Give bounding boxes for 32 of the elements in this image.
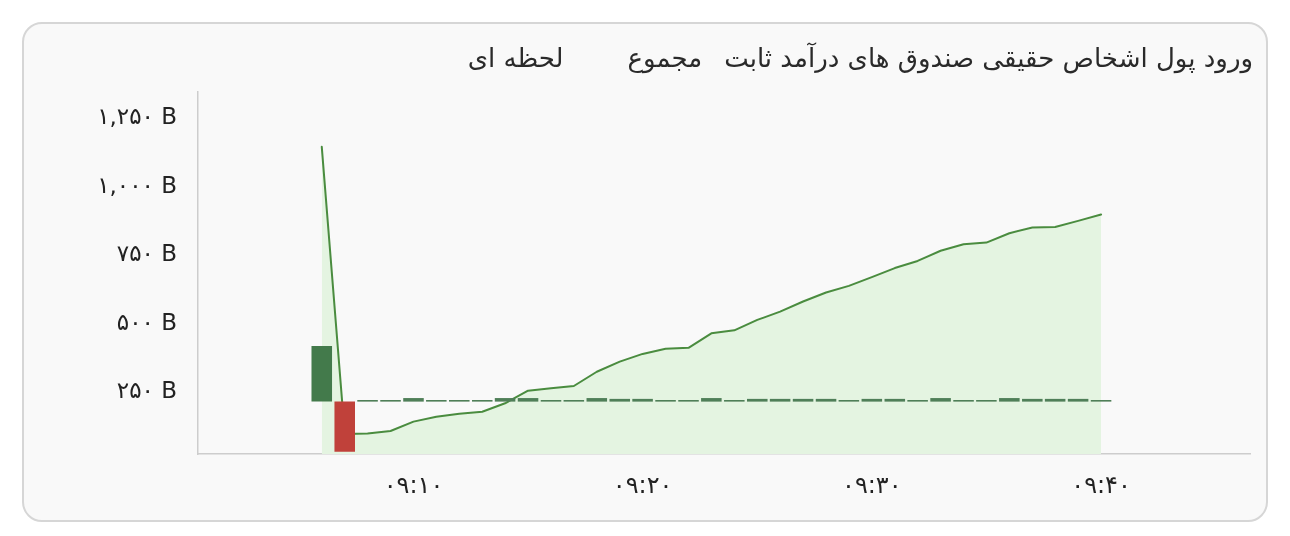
bar — [517, 398, 539, 402]
y-tick-label: ۲۵۰ B — [116, 377, 177, 404]
text: مجموع — [627, 42, 703, 74]
y-tick-label: ۵۰۰ B — [116, 308, 177, 335]
bar — [1067, 398, 1089, 402]
bar — [701, 398, 722, 402]
bar — [999, 398, 1020, 402]
y-tick-label: ۷۵۰ B — [116, 240, 177, 267]
y-tick-label: ۱,۲۵۰ B — [97, 103, 177, 130]
x-tick-label: ۰۹:۲۰ — [612, 470, 673, 499]
bar — [311, 345, 333, 402]
y-tick-label: ۱,۰۰۰ B — [97, 171, 177, 198]
text: لحظه ای — [467, 42, 564, 74]
bar — [1022, 398, 1043, 402]
bar — [747, 398, 768, 402]
bar — [769, 398, 791, 402]
bar — [334, 401, 355, 452]
bar — [632, 398, 653, 402]
bar — [403, 398, 424, 402]
x-tick-label: ۰۹:۱۰ — [383, 470, 444, 499]
bar — [1044, 398, 1066, 402]
bar — [884, 398, 906, 402]
x-tick-label: ۰۹:۴۰ — [1071, 470, 1131, 499]
bar — [792, 398, 814, 402]
bar — [861, 398, 883, 402]
bar — [609, 398, 631, 402]
x-tick-label: ۰۹:۳۰ — [842, 470, 902, 499]
bar — [494, 398, 516, 402]
chart-title: ورود پول اشخاص حقیقی صندوق های درآمد ثابت — [724, 42, 1253, 74]
bar — [930, 398, 951, 402]
bar — [586, 398, 608, 402]
bar — [815, 398, 837, 402]
